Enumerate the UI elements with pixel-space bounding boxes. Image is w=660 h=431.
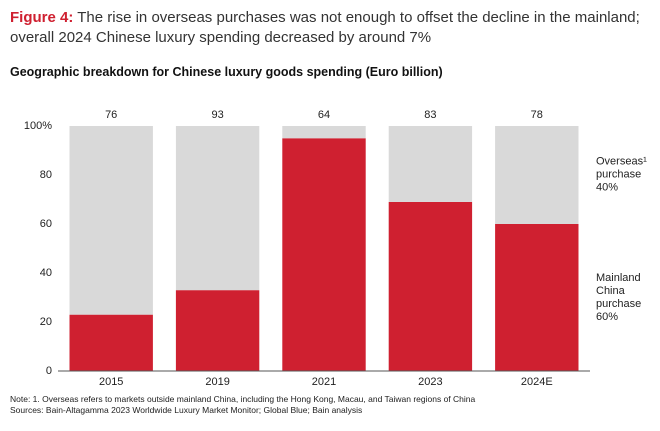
chart-subtitle: Geographic breakdown for Chinese luxury … <box>10 65 443 79</box>
total-label: 64 <box>318 109 330 121</box>
bar-segment <box>69 314 153 371</box>
y-tick-label: 60 <box>40 218 52 230</box>
bar-segment <box>282 138 366 371</box>
y-tick-label: 80 <box>40 169 52 181</box>
bar-segment <box>175 126 260 291</box>
figure-label: Figure 4: <box>10 9 74 26</box>
note: Note: 1. Overseas refers to markets outs… <box>10 394 476 404</box>
bar-segment <box>388 201 473 371</box>
note: Sources: Bain-Altagamma 2023 Worldwide L… <box>10 405 363 415</box>
total-label: 76 <box>105 109 117 121</box>
x-tick-label: 2024E <box>521 376 553 388</box>
title-block: Figure 4: The rise in overseas purchases… <box>10 8 650 48</box>
x-tick-label: 2019 <box>205 376 229 388</box>
bar-segment <box>175 290 260 371</box>
series-name: Mainland China purchase <box>596 271 642 310</box>
y-tick-label: 100% <box>24 120 52 132</box>
bar-segment <box>69 126 153 315</box>
total-label: 83 <box>424 109 436 121</box>
bar-segment <box>495 224 579 371</box>
series-share: 60% <box>596 310 619 323</box>
y-tick-label: 40 <box>40 267 52 279</box>
x-tick-label: 2021 <box>312 376 336 388</box>
notes: Note: 1. Overseas refers to markets outs… <box>10 394 475 416</box>
y-tick-label: 20 <box>40 316 52 328</box>
bar-segment <box>495 126 579 224</box>
series-name: Overseas¹ purchase <box>596 155 647 181</box>
bar-segment <box>388 126 473 202</box>
x-tick-label: 2023 <box>418 376 442 388</box>
series-label: Mainland China purchase 60% <box>596 272 658 324</box>
total-label: 93 <box>211 109 223 121</box>
y-tick-label: 0 <box>46 365 52 377</box>
x-tick-label: 2015 <box>99 376 123 388</box>
bar-segment <box>282 126 366 139</box>
series-share: 40% <box>596 181 619 194</box>
chart-title: The rise in overseas purchases was not e… <box>10 9 640 46</box>
total-label: 78 <box>531 109 543 121</box>
series-label: Overseas¹ purchase 40% <box>596 156 658 195</box>
